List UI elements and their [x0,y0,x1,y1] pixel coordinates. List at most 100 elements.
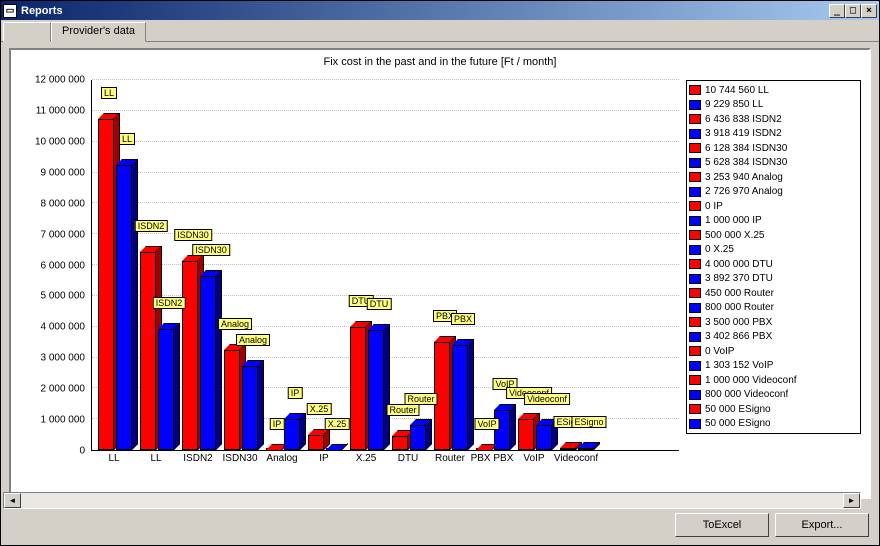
y-tick-label: 0 [79,446,85,457]
legend-text: 3 892 370 DTU [705,273,773,284]
legend-text: 3 918 419 ISDN2 [705,128,782,139]
bar[interactable] [242,366,258,450]
bar[interactable] [536,425,552,450]
gridline [92,110,679,111]
reports-window: ▭ Reports _ □ × Provider's data Fix cost… [0,0,880,546]
h-scrollbar[interactable]: ◄ ► [3,492,861,509]
legend-swatch [689,100,701,110]
legend-item: 2 726 970 Analog [689,185,858,200]
legend-text: 1 303 152 VoIP [705,360,773,371]
legend-swatch [689,143,701,153]
bar[interactable] [518,419,534,450]
content-area: Fix cost in the past and in the future [… [3,42,877,505]
chart-area: 01 000 0002 000 0003 000 0004 000 0005 0… [21,80,679,467]
legend-swatch [689,288,701,298]
legend-swatch [689,129,701,139]
legend-item: 450 000 Router [689,286,858,301]
legend-item: 50 000 ESigno [689,402,858,417]
legend-text: 6 128 384 ISDN30 [705,143,787,154]
tab-providers-data[interactable]: Provider's data [51,22,146,42]
legend-item: 0 VoIP [689,344,858,359]
legend-text: 50 000 ESigno [705,404,771,415]
legend-item: 3 918 419 ISDN2 [689,127,858,142]
tab-spacer[interactable] [3,22,51,42]
bar[interactable] [200,276,216,450]
bar[interactable] [368,330,384,450]
gridline [92,141,679,142]
chart-title: Fix cost in the past and in the future [… [11,50,869,68]
legend-swatch [689,419,701,429]
bar[interactable] [182,261,198,450]
minimize-button[interactable]: _ [829,4,845,18]
y-tick-label: 10 000 000 [35,136,85,147]
bar-label: ISDN2 [153,297,186,309]
close-button[interactable]: × [861,4,877,18]
legend-swatch [689,346,701,356]
bar-label: Analog [218,318,252,330]
legend-text: 1 000 000 Videoconf [705,375,797,386]
bar-label: ESigno [571,416,606,428]
export-button[interactable]: Export... [775,513,869,537]
legend-text: 3 253 940 Analog [705,172,783,183]
legend-swatch [689,317,701,327]
bar[interactable] [158,329,174,450]
bar-label: ISDN30 [192,244,230,256]
bar[interactable] [410,425,426,450]
legend-text: 1 000 000 IP [705,215,762,226]
legend-item: 3 892 370 DTU [689,272,858,287]
bar[interactable] [284,419,300,450]
y-tick-label: 5 000 000 [41,291,86,302]
legend-text: 5 628 384 ISDN30 [705,157,787,168]
legend-item: 0 IP [689,199,858,214]
to-excel-button[interactable]: ToExcel [675,513,769,537]
bar[interactable] [452,345,468,450]
bar-label: ISDN30 [174,229,212,241]
bar-label: ISDN2 [135,220,168,232]
legend-item: 3 500 000 PBX [689,315,858,330]
legend-text: 500 000 X.25 [705,230,765,241]
y-tick-label: 4 000 000 [41,322,86,333]
maximize-button[interactable]: □ [845,4,861,18]
bar-label: X.25 [307,403,332,415]
x-tick-label: LL [108,453,119,464]
legend-swatch [689,216,701,226]
y-tick-label: 2 000 000 [41,384,86,395]
bar[interactable] [350,327,366,450]
bar-label: X.25 [325,418,350,430]
legend-text: 450 000 Router [705,288,774,299]
bar[interactable] [392,436,408,450]
x-tick-label: Analog [266,453,297,464]
bar-label: DTU [367,298,392,310]
button-bar: ToExcel Export... [675,513,869,537]
gridline [92,79,679,80]
bar[interactable] [308,435,324,450]
x-tick-label: Router [435,453,465,464]
y-tick-label: 12 000 000 [35,75,85,86]
legend-item: 0 X.25 [689,243,858,258]
bar[interactable] [116,165,132,450]
bar[interactable] [98,119,114,450]
legend-swatch [689,375,701,385]
bar[interactable] [578,448,594,450]
scroll-track[interactable] [21,493,843,508]
legend-text: 6 436 838 ISDN2 [705,114,782,125]
y-tick-label: 11 000 000 [36,105,85,116]
bar[interactable] [140,252,156,450]
scroll-left-button[interactable]: ◄ [4,493,21,508]
bar[interactable] [560,448,576,450]
legend-swatch [689,245,701,255]
legend-item: 6 436 838 ISDN2 [689,112,858,127]
legend-item: 1 000 000 Videoconf [689,373,858,388]
legend-swatch [689,303,701,313]
legend-item: 800 000 Router [689,301,858,316]
legend-swatch [689,172,701,182]
scroll-right-button[interactable]: ► [843,493,860,508]
bar-label: IP [270,418,285,430]
bar[interactable] [224,350,240,450]
legend-text: 10 744 560 LL [705,85,769,96]
y-tick-label: 7 000 000 [41,229,86,240]
y-tick-label: 8 000 000 [41,198,86,209]
legend-text: 0 X.25 [705,244,734,255]
legend-text: 3 500 000 PBX [705,317,772,328]
legend-text: 0 IP [705,201,723,212]
